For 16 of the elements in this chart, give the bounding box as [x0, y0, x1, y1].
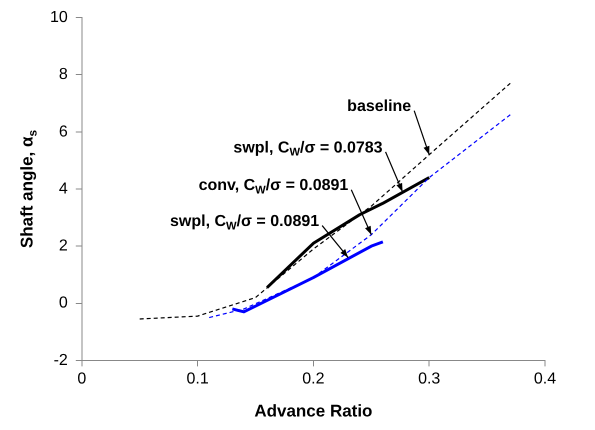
x-tick-label: 0.3 — [418, 370, 440, 388]
x-tick-label: 0.1 — [186, 370, 209, 388]
y-tick-label: -2 — [54, 352, 68, 369]
x-tick-label: 0 — [77, 370, 86, 388]
y-tick-label: 4 — [58, 180, 68, 198]
y-tick-label: 0 — [58, 294, 68, 312]
y-tick-label: 6 — [58, 123, 68, 140]
line-series — [139, 82, 511, 320]
x-axis-title: Advance Ratio — [254, 401, 372, 420]
y-tick-label: 8 — [58, 66, 68, 84]
y-axis-title: Shaft angle, αs — [18, 130, 40, 248]
x-tick-label: 0.2 — [302, 370, 325, 388]
x-tick-label: 0.4 — [534, 370, 556, 388]
y-tick-label: 2 — [58, 238, 68, 255]
y-tick-label: 10 — [50, 9, 68, 26]
annotation: baseline — [347, 98, 412, 116]
